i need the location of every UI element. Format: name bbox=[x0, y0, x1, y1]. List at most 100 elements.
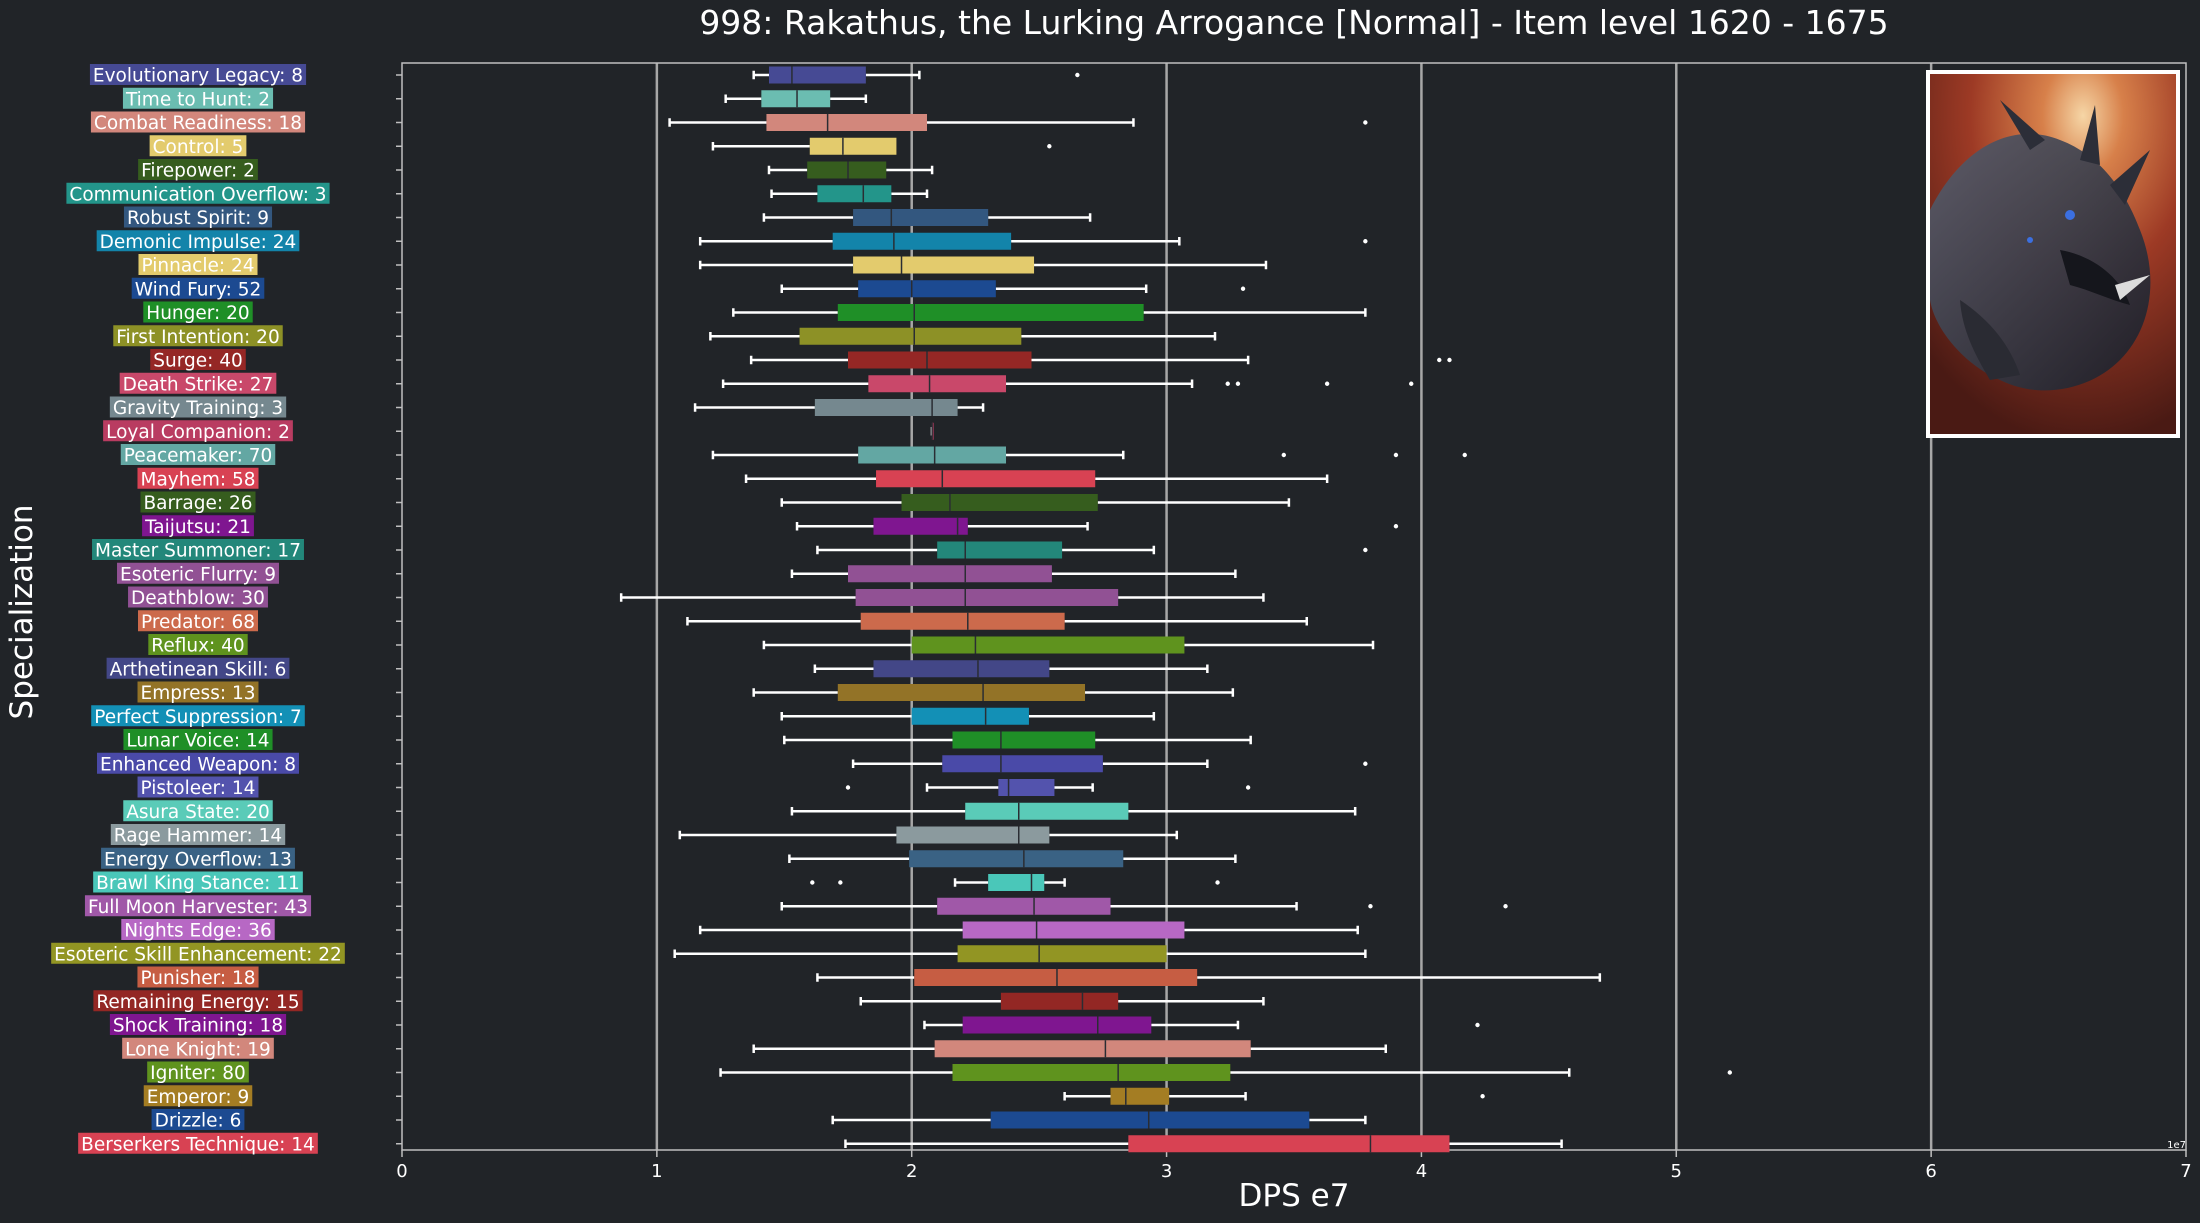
box-iqr bbox=[856, 589, 1119, 606]
category-label: Wind Fury: 52 bbox=[135, 279, 262, 300]
box-iqr bbox=[838, 684, 1085, 701]
box-iqr bbox=[817, 185, 891, 202]
outlier-point bbox=[1368, 904, 1372, 908]
box-iqr bbox=[914, 969, 1197, 986]
box-iqr bbox=[988, 874, 1044, 891]
outlier-point bbox=[1475, 1023, 1479, 1027]
box-iqr bbox=[848, 565, 1052, 582]
box-iqr bbox=[896, 827, 1049, 844]
outlier-point bbox=[1503, 904, 1507, 908]
box-iqr bbox=[858, 280, 996, 297]
category-label: Death Strike: 27 bbox=[123, 374, 274, 395]
box-iqr bbox=[853, 209, 988, 226]
category-label: Drizzle: 6 bbox=[155, 1111, 242, 1132]
box-iqr bbox=[873, 660, 1049, 677]
box-iqr bbox=[912, 637, 1185, 654]
x-tick-label: 4 bbox=[1416, 1161, 1427, 1182]
outlier-point bbox=[1047, 144, 1051, 148]
category-label: Lunar Voice: 14 bbox=[126, 731, 269, 752]
category-label: Combat Readiness: 18 bbox=[94, 113, 302, 134]
box-iqr bbox=[873, 518, 967, 535]
category-label: Remaining Energy: 15 bbox=[96, 992, 299, 1013]
box-iqr bbox=[858, 447, 1006, 464]
box-iqr bbox=[963, 1017, 1152, 1034]
plot-area bbox=[402, 63, 2186, 1150]
box-iqr bbox=[838, 304, 1144, 321]
category-label: Berserkers Technique: 14 bbox=[81, 1134, 315, 1155]
outlier-point bbox=[1728, 1070, 1732, 1074]
box-iqr bbox=[952, 732, 1095, 749]
x-tick-label: 5 bbox=[1671, 1161, 1682, 1182]
box-iqr bbox=[807, 162, 886, 179]
category-label: Energy Overflow: 13 bbox=[104, 849, 292, 870]
outlier-point bbox=[1463, 453, 1467, 457]
category-label: Rage Hammer: 14 bbox=[114, 826, 282, 847]
box-iqr bbox=[937, 898, 1110, 915]
box-iqr bbox=[958, 945, 1167, 962]
category-label: Taijutsu: 21 bbox=[144, 517, 251, 538]
box-iqr bbox=[853, 257, 1034, 274]
outlier-point bbox=[1394, 453, 1398, 457]
outlier-point bbox=[1480, 1094, 1484, 1098]
category-label: Peacemaker: 70 bbox=[124, 446, 273, 467]
outlier-point bbox=[1409, 382, 1413, 386]
category-label: Pistoleer: 14 bbox=[141, 778, 256, 799]
x-tick-label: 7 bbox=[2180, 1161, 2191, 1182]
category-label: First Intention: 20 bbox=[116, 327, 279, 348]
outlier-point bbox=[810, 880, 814, 884]
y-axis-label: Specialization bbox=[4, 505, 40, 720]
category-label: Demonic Impulse: 24 bbox=[100, 232, 297, 253]
box-iqr bbox=[761, 90, 830, 107]
category-label: Enhanced Weapon: 8 bbox=[100, 754, 296, 775]
x-tick-label: 2 bbox=[906, 1161, 917, 1182]
box-group bbox=[932, 423, 934, 440]
category-label: Gravity Training: 3 bbox=[113, 398, 283, 419]
outlier-point bbox=[1075, 73, 1079, 77]
outlier-point bbox=[1363, 762, 1367, 766]
category-label: Pinnacle: 24 bbox=[141, 256, 254, 277]
category-label: Time to Hunt: 2 bbox=[125, 89, 270, 110]
outlier-point bbox=[1236, 382, 1240, 386]
box-iqr bbox=[848, 352, 1031, 369]
outlier-point bbox=[846, 785, 850, 789]
boss-portrait-image bbox=[1928, 72, 2178, 436]
category-label: Igniter: 80 bbox=[150, 1063, 246, 1084]
box-iqr bbox=[942, 755, 1103, 772]
category-label: Hunger: 20 bbox=[146, 303, 249, 324]
box-iqr bbox=[912, 708, 1029, 725]
category-label: Asura State: 20 bbox=[126, 802, 269, 823]
category-label: Punisher: 18 bbox=[140, 968, 255, 989]
outlier-point bbox=[1363, 548, 1367, 552]
category-label: Predator: 68 bbox=[141, 612, 255, 633]
category-label: Perfect Suppression: 7 bbox=[94, 707, 302, 728]
box-iqr bbox=[1128, 1135, 1449, 1152]
category-label: Emperor: 9 bbox=[147, 1087, 250, 1108]
category-label: Barrage: 26 bbox=[143, 493, 252, 514]
category-label: Reflux: 40 bbox=[151, 636, 244, 657]
category-label: Empress: 13 bbox=[141, 683, 256, 704]
category-label: Nights Edge: 36 bbox=[124, 921, 271, 942]
category-label: Robust Spirit: 9 bbox=[127, 208, 269, 229]
box-iqr bbox=[952, 1064, 1230, 1081]
outlier-point bbox=[1241, 287, 1245, 291]
box-iqr bbox=[965, 803, 1128, 820]
category-label: Communication Overflow: 3 bbox=[69, 184, 326, 205]
category-labels: Evolutionary Legacy: 8Time to Hunt: 2Com… bbox=[51, 64, 345, 1155]
x-axis-label: DPS e7 bbox=[1239, 1178, 1350, 1214]
box-iqr bbox=[935, 1040, 1251, 1057]
outlier-point bbox=[838, 880, 842, 884]
box-iqr bbox=[769, 67, 866, 84]
category-label: Loyal Companion: 2 bbox=[106, 422, 290, 443]
outlier-point bbox=[1246, 785, 1250, 789]
x-tick-label: 3 bbox=[1161, 1161, 1172, 1182]
box-iqr bbox=[876, 470, 1095, 487]
box-iqr bbox=[991, 1112, 1310, 1129]
category-label: Full Moon Harvester: 43 bbox=[88, 897, 308, 918]
category-label: Surge: 40 bbox=[153, 351, 243, 372]
box-iqr bbox=[998, 779, 1054, 796]
box-iqr bbox=[902, 494, 1098, 511]
x-scale-note: 1e7 bbox=[2167, 1140, 2186, 1151]
box-iqr bbox=[810, 138, 897, 155]
